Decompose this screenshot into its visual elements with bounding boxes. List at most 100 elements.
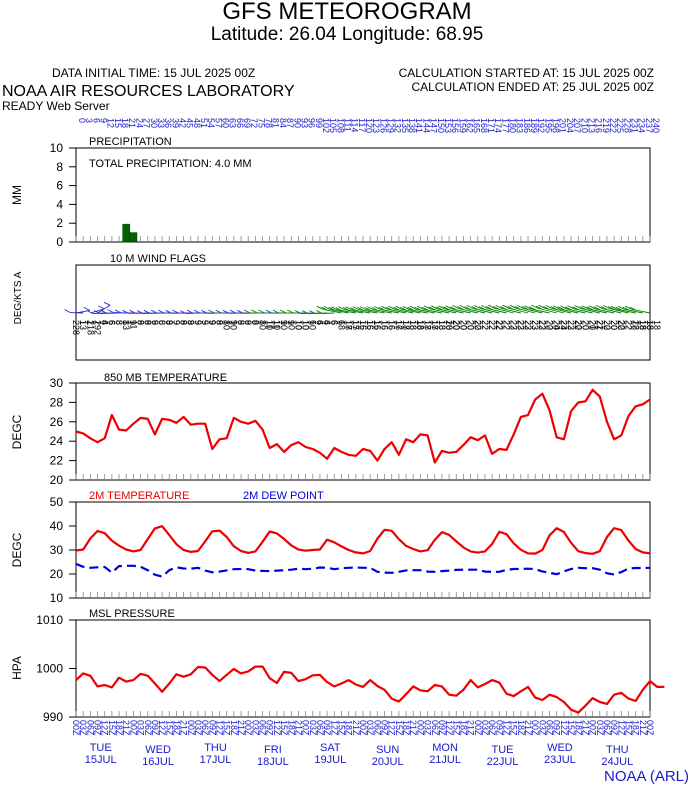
bottom-hour-label: 03Z — [308, 720, 318, 736]
wind-barb-flag — [485, 306, 493, 310]
top-hour-label: 120 — [364, 118, 374, 133]
wind-barb-flag — [229, 309, 237, 314]
wind-speed-label: 23 — [566, 320, 576, 330]
wind-barb-flag — [366, 306, 374, 311]
top-hour-label: 51 — [199, 118, 209, 128]
wind-barb-flag — [610, 305, 618, 310]
bottom-hour-label: 03Z — [423, 720, 433, 736]
wind-barb-flag — [435, 306, 443, 311]
top-hour-label: 225 — [615, 118, 625, 133]
wind-speed-label: 10 — [279, 320, 289, 330]
wind-direction-label: 6 — [150, 320, 160, 325]
precip-bar — [122, 223, 131, 243]
calculation-ended: CALCULATION ENDED AT: 25 JUL 2025 00Z — [411, 80, 654, 94]
y-tick-label: 40 — [50, 519, 64, 533]
wind-barb-flag — [543, 305, 550, 310]
wind-direction-label: 20 — [580, 320, 590, 330]
y-tick-label: 20 — [50, 567, 64, 581]
wind-barb-flag — [416, 305, 424, 310]
top-hour-label: 114 — [350, 118, 360, 132]
y-tick-label: 24 — [50, 434, 64, 448]
t2m-line — [75, 525, 651, 555]
wind-speed-label: 20 — [587, 320, 597, 330]
precipitation-panel: 0 2 4 6 8 10 MM PRECIPITATION TOTAL PRECIPITATIO… — [10, 136, 651, 249]
wind-barb-flag — [243, 309, 251, 314]
bottom-hour-label: 06Z — [602, 720, 612, 736]
wind-barb-flag — [588, 305, 596, 310]
y-tick-label: 4 — [56, 197, 63, 211]
wind-barb — [358, 309, 378, 314]
wind-barb-flag — [423, 305, 431, 310]
y-tick-label: 20 — [50, 473, 64, 487]
wind-direction-label: 18 — [430, 320, 440, 330]
top-hour-label: 18 — [120, 118, 130, 128]
top-hour-label: 12 — [106, 118, 116, 128]
msl-pressure-panel: 990 1000 1010 HPA MSL PRESSURE — [10, 608, 665, 724]
wind-speed-label: 8 — [222, 320, 232, 325]
wind-speed-label: 20 — [473, 320, 483, 330]
wind-speed-label: 9 — [135, 320, 145, 325]
wind-barb-flag — [400, 306, 407, 311]
wind-speed-label: 16 — [365, 320, 375, 330]
bottom-hour-label: 06Z — [315, 720, 325, 736]
top-hour-label: 72 — [249, 118, 259, 128]
wind-direction-label: 8 — [157, 320, 167, 325]
bottom-hour-label: 21Z — [121, 720, 131, 736]
calculation-started: CALCULATION STARTED AT: 15 JUL 2025 00Z — [398, 66, 654, 80]
wind-direction-label: 18 — [408, 320, 418, 330]
wind-barb-flag — [364, 306, 371, 311]
bottom-hour-label: 15Z — [337, 720, 347, 736]
wind-barb-flag — [328, 306, 335, 311]
bottom-hour-label: 00Z — [243, 720, 253, 736]
bottom-hour-label: 18Z — [573, 720, 583, 736]
temperature-2m-panel: 10 20 30 40 50 DEGC 2M TEMPERATURE 2M DEW POINT — [10, 490, 651, 605]
bottom-hour-label: 09Z — [93, 720, 103, 736]
bottom-hour-label: 15Z — [509, 720, 519, 736]
wind-barb-flag — [473, 304, 481, 309]
wind-barb-flag — [574, 304, 581, 309]
bottom-hour-label: 03Z — [595, 720, 605, 736]
top-hour-label: 138 — [407, 118, 417, 133]
bottom-hour-label: 15Z — [222, 720, 232, 736]
wind-barb-flag — [83, 306, 91, 311]
y-tick-label: 8 — [56, 160, 63, 174]
wind-direction-label: 18 — [638, 320, 648, 330]
bottom-hour-label: 15Z — [566, 720, 576, 736]
bottom-hour-label: 21Z — [466, 720, 476, 736]
wind-speed-label: 16 — [379, 320, 389, 330]
wind-speed-label: 9 — [193, 320, 203, 325]
wind-barb-flag — [457, 306, 464, 310]
wind-barb-flag — [607, 306, 615, 310]
wind-speed-label: 22 — [631, 320, 641, 330]
wind-barb — [337, 309, 356, 314]
wind-barb-flag — [150, 309, 158, 314]
wind-speed-label: 6 — [336, 320, 346, 325]
wind-barb-flag — [579, 306, 586, 310]
day-date-label: 19JUL — [314, 754, 346, 766]
bottom-hour-label: 21Z — [408, 720, 418, 736]
bottom-hour-label: 00Z — [415, 720, 425, 736]
day-name-label: SUN — [376, 744, 399, 756]
bottom-hour-label: 15Z — [451, 720, 461, 736]
wind-barb-flag — [279, 309, 287, 314]
wind-speed-label: 20 — [616, 320, 626, 330]
wind-speed-label: 9 — [143, 320, 153, 325]
wind-direction-label: 21 — [588, 320, 598, 330]
bottom-hour-label: 06Z — [372, 720, 382, 736]
bottom-hour-label: 09Z — [207, 720, 217, 736]
wind-barb-flag — [287, 309, 294, 314]
wind-direction-label: 20 — [609, 320, 619, 330]
top-hour-label: 96 — [307, 118, 317, 128]
top-hour-label: 177 — [500, 118, 510, 133]
top-hour-label: 135 — [400, 118, 410, 133]
precip-title: PRECIPITATION — [89, 136, 172, 148]
wind-speed-label: 23 — [516, 320, 526, 330]
wind-barb-flag — [535, 305, 543, 310]
bottom-time-axis: 00Z03Z06Z09Z12Z15Z18Z21Z00Z03Z06Z09Z12Z1… — [71, 720, 655, 768]
wind-direction-label: 6 — [322, 320, 332, 325]
bottom-hour-label: 15Z — [624, 720, 634, 736]
wind-direction-label: 22 — [487, 320, 497, 330]
wind-direction-label: 9 — [171, 320, 181, 325]
y-tick-label: 6 — [56, 179, 63, 193]
top-hour-label: 48 — [192, 118, 202, 128]
